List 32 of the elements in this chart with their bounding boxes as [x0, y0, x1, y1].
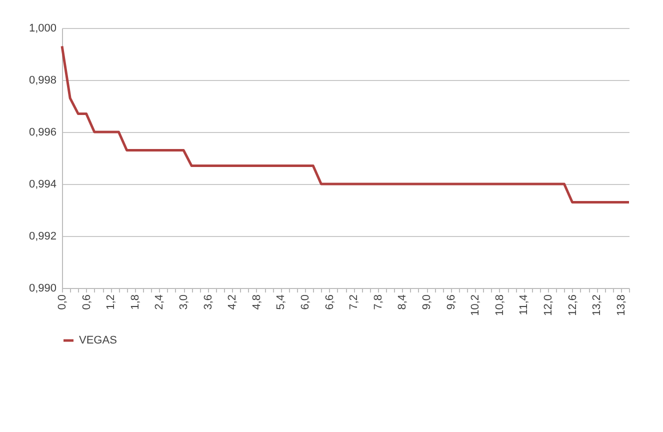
x-tick-label: 6,0: [300, 294, 312, 310]
x-tick-label: 12,0: [542, 294, 554, 316]
x-tick-label: 8,4: [396, 294, 409, 310]
y-tick-label: 0,990: [28, 282, 56, 294]
x-tick-label: 10,8: [494, 294, 506, 316]
y-tick-label: 0,992: [28, 230, 56, 242]
x-tick-label: 1,8: [129, 294, 142, 310]
x-tick-label: 11,4: [518, 294, 530, 316]
x-tick-label: 3,6: [202, 294, 214, 310]
x-tick-label: 10,2: [470, 294, 482, 316]
x-tick-label: 3,0: [178, 294, 190, 310]
y-tick-label: 1,000: [28, 22, 56, 34]
x-tick-label: 12,6: [566, 294, 579, 316]
y-tick-label: 0,998: [28, 74, 56, 86]
x-tick-label: 2,4: [154, 294, 166, 310]
x-tick-label: 4,8: [250, 294, 263, 310]
x-tick-label: 9,0: [421, 294, 433, 310]
x-tick-label: 1,2: [105, 294, 118, 310]
x-tick-label: 0,6: [80, 294, 93, 310]
line-series: [60, 44, 630, 204]
x-tick-label: 4,2: [226, 294, 239, 310]
x-tick-label: 6,6: [324, 294, 336, 310]
x-tick-label: 9,6: [445, 294, 458, 310]
legend-label: VEGAS: [79, 334, 117, 346]
x-tick-label: 13,8: [615, 294, 628, 316]
x-tick-label: 5,4: [275, 294, 288, 310]
y-tick-label: 0,996: [28, 126, 56, 138]
x-tick-label: 7,2: [348, 294, 360, 310]
x-tick-label: 7,8: [372, 294, 384, 310]
y-tick-label: 0,994: [28, 178, 56, 190]
x-tick-label: 13,2: [591, 294, 604, 316]
x-tick-label: 0,0: [56, 294, 68, 310]
